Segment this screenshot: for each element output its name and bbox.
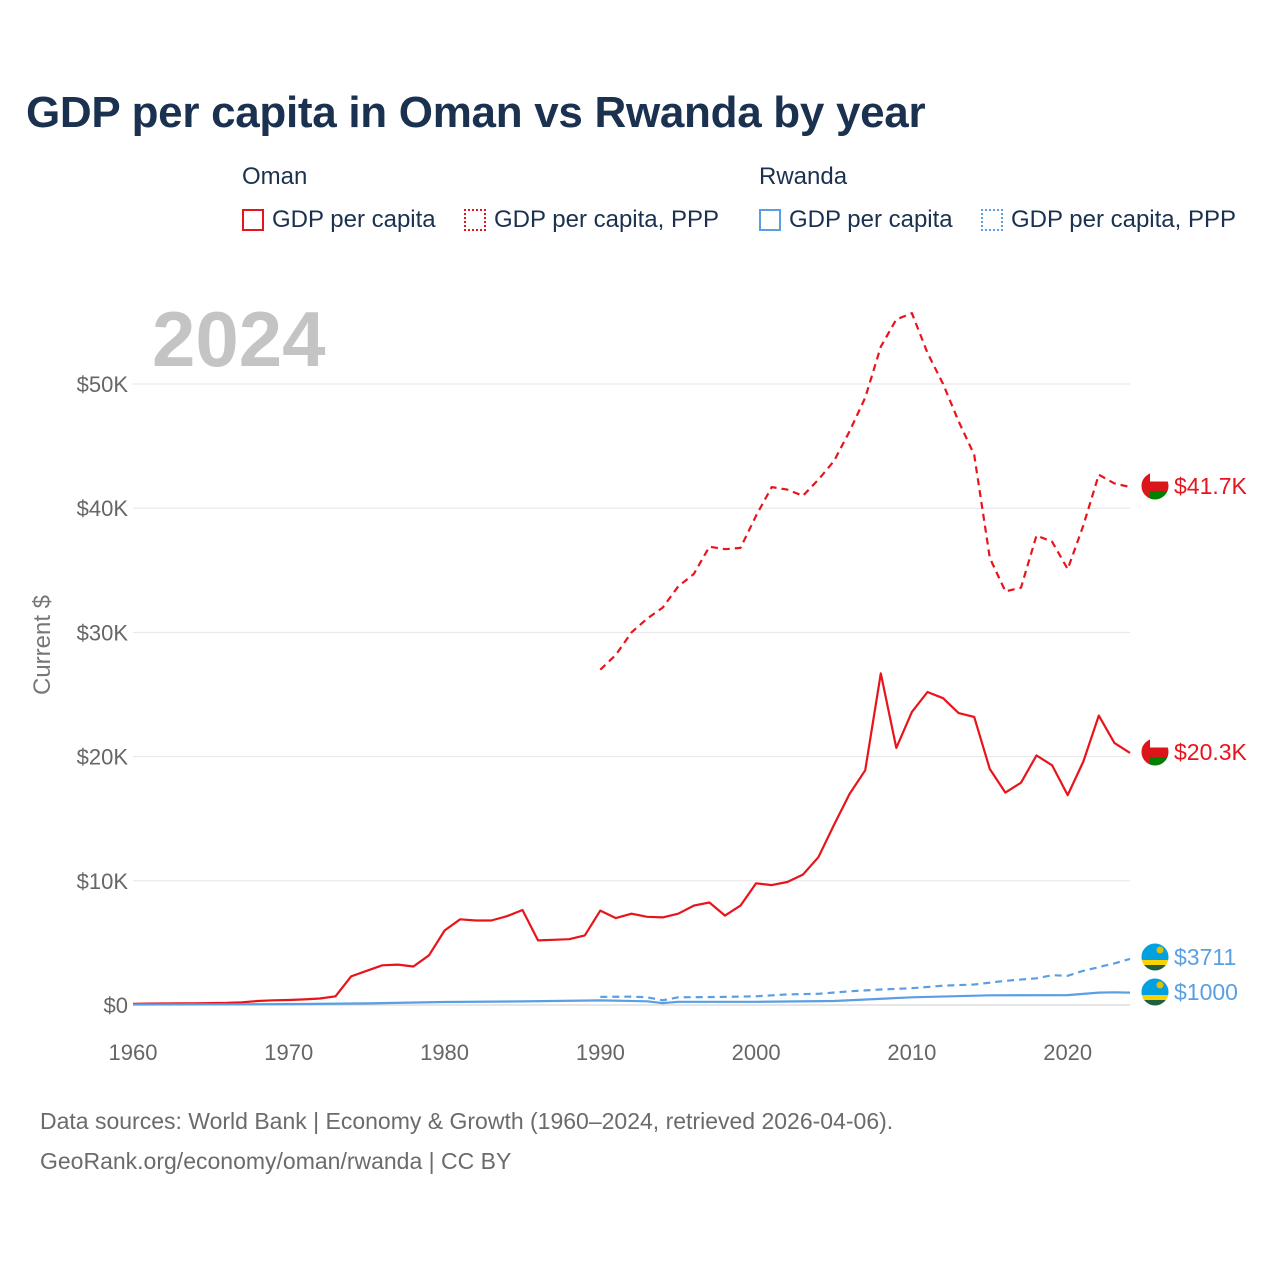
- footer-sources: Data sources: World Bank | Economy & Gro…: [40, 1108, 894, 1134]
- end-value-label: $3711: [1174, 944, 1236, 970]
- legend-swatch-solid: [759, 209, 781, 231]
- legend-rwanda-gdp[interactable]: GDP per capita: [759, 205, 953, 235]
- legend-swatch-solid: [242, 209, 264, 231]
- y-tick-label: $0: [104, 993, 128, 1018]
- y-tick-label: $50K: [77, 372, 129, 397]
- series-line-rwanda[interactable]: [132, 991, 1131, 1006]
- oman-flag: [1141, 472, 1169, 500]
- y-tick-label: $10K: [77, 869, 129, 894]
- x-tick-label: 1960: [109, 1040, 158, 1065]
- series-line-oman-ppp[interactable]: [599, 312, 1131, 671]
- legend-group-oman: Oman: [242, 163, 308, 190]
- flag-ring: [1140, 942, 1170, 972]
- legend-swatch-dotted: [464, 209, 486, 231]
- y-tick-label: $20K: [77, 745, 129, 770]
- end-value-label: $41.7K: [1174, 473, 1248, 499]
- legend-swatch-dotted: [981, 209, 1003, 231]
- series-line-oman[interactable]: [132, 672, 1131, 1005]
- footer-link[interactable]: GeoRank.org/economy/oman/rwanda | CC BY: [40, 1148, 512, 1174]
- legend-label: GDP per capita: [789, 206, 953, 233]
- chart-title: GDP per capita in Oman vs Rwanda by year: [26, 88, 926, 137]
- x-tick-label: 2020: [1043, 1040, 1092, 1065]
- legend-oman-gdp-ppp[interactable]: GDP per capita, PPP: [464, 205, 719, 235]
- end-value-label: $20.3K: [1174, 739, 1248, 765]
- flag-ring: [1140, 471, 1170, 501]
- legend-group-rwanda: Rwanda: [759, 163, 848, 190]
- x-tick-label: 1980: [420, 1040, 469, 1065]
- end-value-label: $1000: [1174, 979, 1238, 1005]
- rwanda-flag: [1141, 943, 1169, 971]
- flag-ring: [1140, 977, 1170, 1007]
- legend-oman-gdp[interactable]: GDP per capita: [242, 205, 436, 235]
- x-tick-label: 1970: [264, 1040, 313, 1065]
- legend-label: GDP per capita, PPP: [494, 206, 719, 233]
- legend-label: GDP per capita, PPP: [1011, 206, 1236, 233]
- legend-label: GDP per capita: [272, 206, 436, 233]
- legend-rwanda-gdp-ppp[interactable]: GDP per capita, PPP: [981, 205, 1236, 235]
- y-tick-label: $40K: [77, 496, 129, 521]
- year-label: 2024: [152, 295, 326, 383]
- rwanda-flag: [1141, 978, 1169, 1006]
- x-tick-label: 2000: [732, 1040, 781, 1065]
- y-tick-label: $30K: [77, 620, 129, 645]
- y-axis-title: Current $: [29, 595, 56, 695]
- oman-flag: [1141, 738, 1169, 766]
- flag-ring: [1140, 737, 1170, 767]
- x-tick-label: 1990: [576, 1040, 625, 1065]
- x-tick-label: 2010: [887, 1040, 936, 1065]
